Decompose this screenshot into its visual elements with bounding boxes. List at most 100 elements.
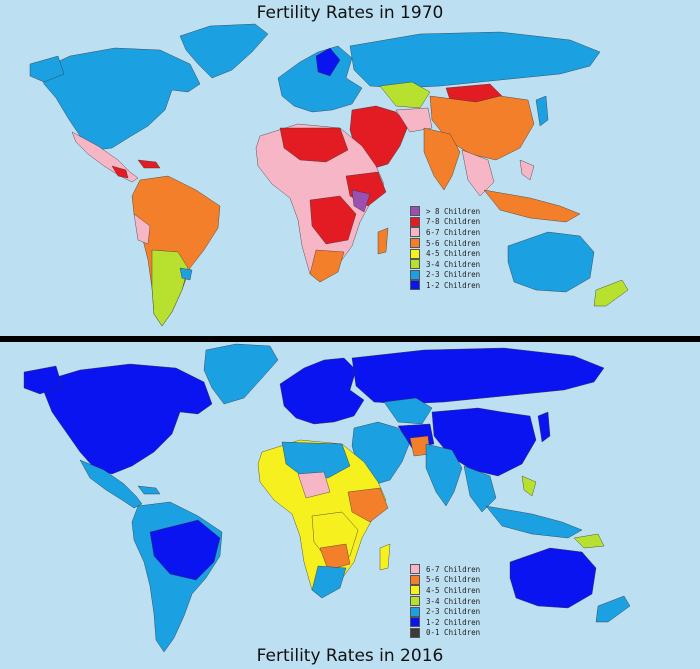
region-indonesia — [483, 189, 581, 223]
region-alaska — [29, 55, 65, 83]
legend-swatch — [410, 606, 420, 617]
legend-item: 2-3 Children — [410, 606, 480, 617]
legend-swatch — [410, 617, 420, 628]
legend-label: 5-6 Children — [426, 575, 481, 585]
legend-item: 6-7 Children — [410, 227, 480, 238]
region-australia — [507, 231, 595, 293]
legend-item: 5-6 Children — [410, 238, 480, 249]
region-central-asia — [383, 397, 433, 425]
region-caribbean — [137, 485, 161, 495]
legend-2016: 6-7 Children 5-6 Children 4-5 Children 3-4 … — [410, 564, 480, 638]
legend-swatch — [410, 269, 420, 280]
legend-item: 1-2 Children — [410, 617, 480, 628]
region-indonesia — [485, 505, 583, 539]
map-panel-1970: Fertility Rates in 1970 > 8 Children 7-8 … — [29, 3, 629, 327]
region-new-zealand — [593, 279, 629, 307]
legend-label: 4-5 Children — [426, 249, 481, 259]
region-central-asia — [379, 81, 431, 109]
legend-label: 6-7 Children — [426, 227, 481, 237]
region-russia — [349, 31, 601, 89]
legend-item: 0-1 Children — [410, 627, 481, 639]
region-angola — [319, 543, 351, 571]
legend-label: 5-6 Children — [426, 238, 481, 248]
map-panel-2016: 6-7 Children 5-6 Children 4-5 Children 3-4 … — [0, 342, 700, 669]
map-title-2016: Fertility Rates in 2016 — [256, 646, 444, 666]
legend-item: 3-4 Children — [410, 259, 480, 270]
region-new-zealand — [595, 595, 631, 623]
region-greenland — [203, 343, 279, 405]
legend-label: 0-1 Children — [426, 628, 481, 638]
region-iran — [395, 107, 433, 133]
region-russia — [351, 347, 605, 405]
legend-label: 3-4 Children — [426, 259, 481, 269]
legend-label: 1-2 Children — [426, 617, 481, 627]
region-japan — [535, 95, 549, 127]
legend-swatch — [410, 259, 420, 270]
region-europe — [277, 45, 363, 113]
region-south-america — [131, 501, 223, 653]
region-southeast-asia — [461, 149, 495, 197]
legend-item: 4-5 Children — [410, 585, 480, 596]
region-north-africa — [281, 441, 351, 479]
region-east-africa — [347, 487, 389, 523]
region-argentina-chile — [151, 249, 189, 327]
region-south-africa — [311, 565, 347, 599]
legend-label: 2-3 Children — [426, 270, 481, 280]
legend-swatch — [410, 574, 420, 585]
legend-item: 5-6 Children — [410, 574, 481, 586]
map-divider — [0, 336, 700, 342]
region-philippines — [519, 159, 535, 181]
legend-swatch — [410, 206, 420, 217]
region-brazil — [149, 519, 221, 581]
legend-item: 4-5 Children — [410, 248, 480, 259]
region-philippines — [521, 475, 537, 497]
legend-item: 7-8 Children — [410, 216, 481, 228]
region-india — [425, 443, 463, 507]
legend-item: 2-3 Children — [410, 269, 481, 281]
world-map-2016 — [23, 343, 631, 653]
legend-label: 4-5 Children — [426, 585, 481, 595]
region-peru — [133, 213, 151, 245]
region-uruguay — [179, 267, 193, 281]
region-central-america-red — [111, 165, 129, 179]
legend-label: 1-2 Children — [426, 280, 481, 290]
region-central-africa — [309, 195, 357, 245]
legend-label: 3-4 Children — [426, 596, 481, 606]
legend-swatch — [410, 280, 420, 291]
legend-label: > 8 Children — [426, 206, 481, 216]
region-madagascar — [377, 227, 389, 255]
region-north-america — [39, 363, 213, 475]
region-europe — [279, 357, 365, 425]
region-north-africa — [279, 127, 349, 163]
map-title-1970: Fertility Rates in 1970 — [256, 3, 444, 23]
region-south-africa — [309, 249, 345, 283]
legend-swatch — [410, 248, 420, 259]
legend-item: 3-4 Children — [410, 596, 480, 607]
region-alaska — [23, 365, 63, 395]
region-japan — [537, 411, 551, 443]
region-kenya — [351, 189, 371, 213]
legend-item: > 8 Children — [410, 206, 480, 217]
legend-1970: > 8 Children 7-8 Children 6-7 Children 5-6 … — [410, 206, 480, 291]
region-scandinavia — [315, 47, 341, 77]
legend-item: 6-7 Children — [410, 564, 480, 575]
region-madagascar — [379, 543, 391, 571]
region-greenland — [179, 23, 269, 79]
region-australia — [509, 547, 597, 609]
region-north-america — [39, 47, 201, 151]
legend-item: 1-2 Children — [410, 280, 480, 291]
legend-swatch — [410, 585, 420, 596]
region-papua — [573, 533, 605, 549]
legend-label: 7-8 Children — [426, 217, 481, 227]
legend-swatch — [410, 238, 420, 249]
legend-swatch — [410, 596, 420, 607]
legend-swatch — [410, 564, 420, 575]
legend-swatch — [410, 227, 420, 238]
legend-label: 6-7 Children — [426, 564, 481, 574]
region-caribbean — [137, 159, 161, 169]
legend-swatch — [410, 216, 420, 227]
region-niger — [297, 471, 331, 499]
world-map-1970 — [29, 23, 629, 327]
legend-swatch — [410, 627, 420, 638]
region-india — [423, 127, 461, 191]
